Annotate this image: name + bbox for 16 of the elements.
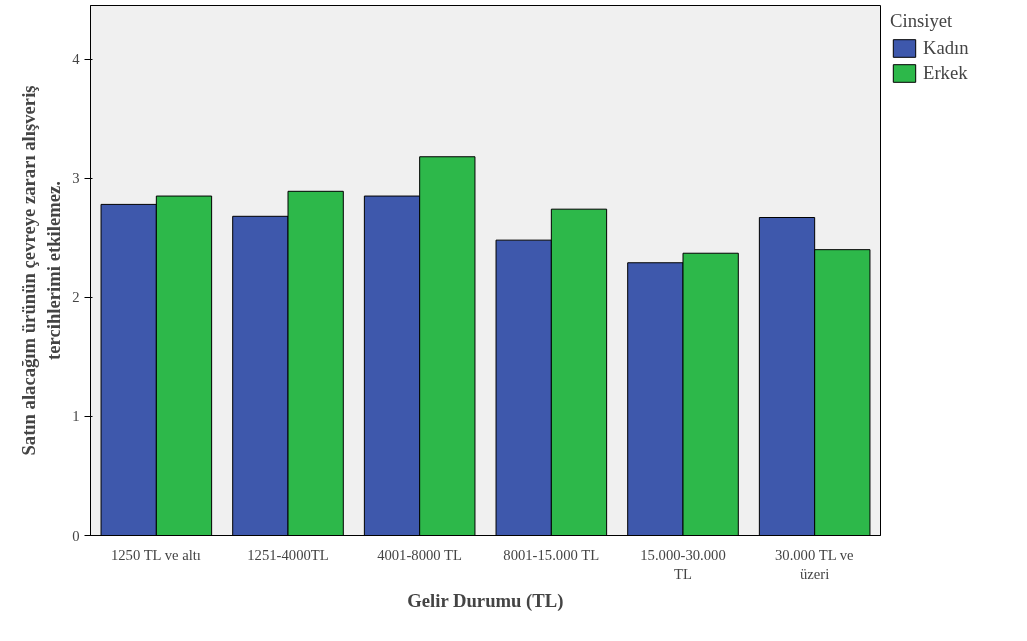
x-tick-label: 8001-15.000 TL — [503, 546, 600, 563]
y-tick-label: 3 — [72, 170, 80, 187]
x-axis-title: Gelir Durumu (TL) — [407, 589, 564, 612]
x-tick-label: 4001-8000 TL — [377, 546, 462, 563]
y-axis-title: Satın alacağım ürünün çevreye zararı alışveriş tercihlerimi etkilemez. — [17, 85, 65, 456]
legend-label: Erkek — [923, 62, 968, 84]
legend-title: Cinsiyet — [890, 10, 954, 32]
y-tick-label: 2 — [72, 289, 80, 306]
x-tick-label: 15.000-30.000 TL — [640, 546, 726, 582]
x-tick-label: 1251-4000TL — [247, 546, 329, 563]
y-tick-label: 4 — [72, 51, 81, 68]
x-tick-label: 30.000 TL ve üzeri — [774, 546, 854, 582]
y-tick-label: 0 — [72, 527, 80, 544]
legend-label: Kadın — [923, 37, 969, 59]
x-tick-label: 1250 TL ve altı — [110, 546, 201, 563]
y-tick-label: 1 — [72, 408, 80, 425]
